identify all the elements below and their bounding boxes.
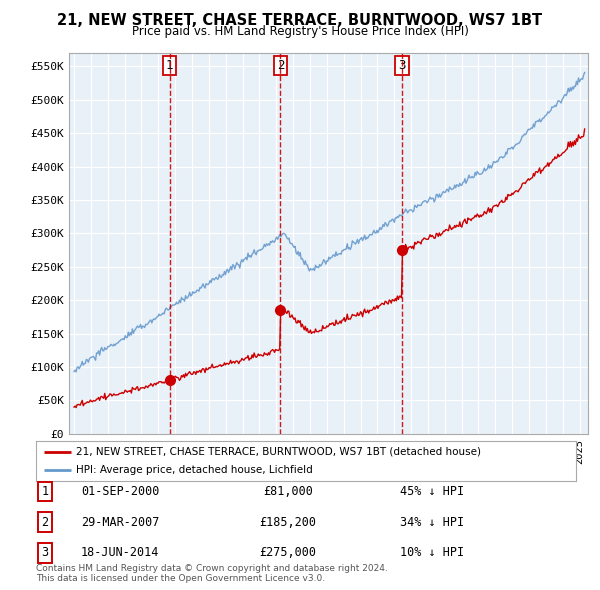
Text: 2: 2 — [277, 59, 284, 72]
Text: £81,000: £81,000 — [263, 485, 313, 498]
Text: £275,000: £275,000 — [260, 546, 317, 559]
Text: Price paid vs. HM Land Registry's House Price Index (HPI): Price paid vs. HM Land Registry's House … — [131, 25, 469, 38]
Text: 01-SEP-2000: 01-SEP-2000 — [81, 485, 159, 498]
Text: 34% ↓ HPI: 34% ↓ HPI — [400, 516, 464, 529]
Text: 1: 1 — [41, 485, 49, 498]
Text: 18-JUN-2014: 18-JUN-2014 — [81, 546, 159, 559]
Text: HPI: Average price, detached house, Lichfield: HPI: Average price, detached house, Lich… — [77, 465, 313, 475]
Text: 2: 2 — [41, 516, 49, 529]
Text: 3: 3 — [41, 546, 49, 559]
Text: £185,200: £185,200 — [260, 516, 317, 529]
Text: 45% ↓ HPI: 45% ↓ HPI — [400, 485, 464, 498]
Text: 29-MAR-2007: 29-MAR-2007 — [81, 516, 159, 529]
Text: 3: 3 — [398, 59, 406, 72]
Text: 1: 1 — [166, 59, 173, 72]
Text: 10% ↓ HPI: 10% ↓ HPI — [400, 546, 464, 559]
Text: Contains HM Land Registry data © Crown copyright and database right 2024.
This d: Contains HM Land Registry data © Crown c… — [36, 563, 388, 583]
Text: 21, NEW STREET, CHASE TERRACE, BURNTWOOD, WS7 1BT: 21, NEW STREET, CHASE TERRACE, BURNTWOOD… — [58, 13, 542, 28]
Text: 21, NEW STREET, CHASE TERRACE, BURNTWOOD, WS7 1BT (detached house): 21, NEW STREET, CHASE TERRACE, BURNTWOOD… — [77, 447, 482, 457]
